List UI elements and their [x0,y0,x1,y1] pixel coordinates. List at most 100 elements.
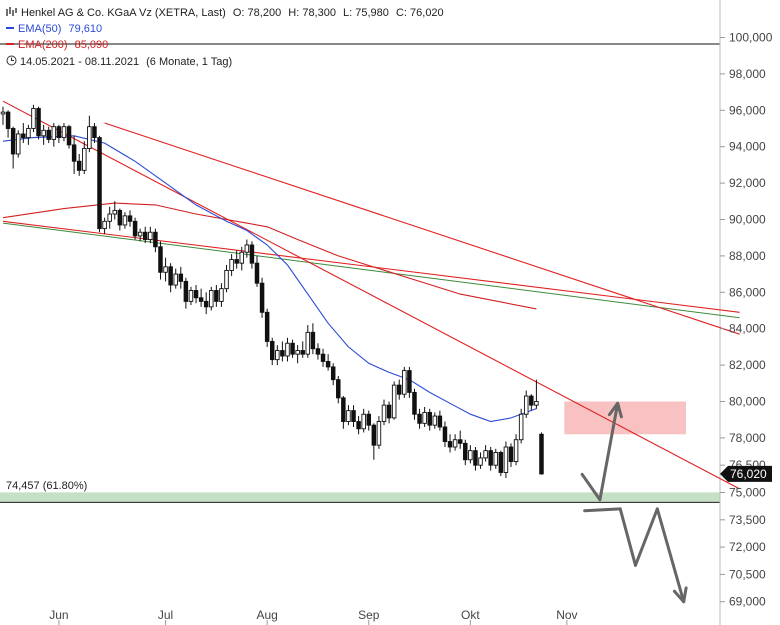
candle [173,268,178,289]
candle-body [15,133,21,155]
candle-body [219,288,224,302]
candle-body [142,231,148,240]
candle [437,410,443,431]
y-tick-label: 80,000 [729,395,766,409]
candle-body [82,148,87,171]
candle-body [330,366,336,381]
candle [427,408,432,431]
candle-body [386,404,392,419]
candle-body [427,411,432,426]
candle-body [493,452,499,466]
candle [330,363,336,386]
candle [127,210,133,227]
candle [422,406,427,427]
candle-body [305,331,311,355]
y-tick-label: 84,000 [729,322,766,336]
candle-body [447,441,453,448]
candle-body [341,397,346,422]
candle [305,325,311,358]
candle-body [523,395,529,415]
legend-ema50: EMA(50) 79,610 [6,23,106,35]
candle [10,126,16,169]
candle [539,432,544,475]
candle [244,239,250,258]
projection-arrow [580,401,688,604]
candle-body [178,273,184,282]
candle-body [463,442,468,461]
candle-body [351,410,356,422]
arrow-segment [633,507,659,567]
x-tick-label: Okt [461,608,480,622]
candle-body [468,450,473,461]
low-value: L: 75,980 [343,7,389,19]
candle-body [376,421,382,446]
y-tick-label: 82,000 [729,358,766,372]
last-price-tag: 76,020 [720,465,772,482]
candle-body [66,126,72,146]
x-tick-label: Nov [556,608,577,622]
candle-body [259,282,265,313]
candle [488,447,493,471]
y-tick-label: 72,000 [729,540,766,554]
y-tick-label: 98,000 [729,67,766,81]
candle [290,339,295,358]
candle [259,277,265,318]
candle [442,421,448,447]
candle [264,308,270,347]
candle-body [285,342,290,357]
candle [447,434,453,453]
candle [285,337,290,362]
ema200-value: 85,090 [74,39,109,51]
candle-body [244,244,250,253]
candle-body [249,244,255,264]
candle-body [203,300,209,308]
period-range: 14.05.2021 - 08.11.2021 [20,56,140,68]
candle [341,396,346,429]
candle-body [183,280,189,302]
y-tick-label: 96,000 [729,103,766,117]
candle [198,288,204,307]
longterm-support-line [2,222,740,319]
candle-body [529,395,534,406]
instrument-name: Henkel AG & Co. KGaA Vz (XETRA, Last) [21,7,226,19]
period-detail: (6 Monate, 1 Tag) [146,56,233,68]
candle [107,206,112,229]
x-tick-label: Jun [49,608,68,622]
x-tick-label: Aug [256,608,277,622]
y-tick-label: 78,000 [729,431,766,445]
candle-body [391,384,397,419]
candle-body [498,452,504,473]
fib-zone [0,492,720,503]
candle [193,285,199,304]
trendline-lower [2,220,740,313]
candle [219,283,224,307]
candle [102,217,107,235]
candle-body [26,128,31,139]
candle [478,452,483,469]
candle [417,408,422,429]
candle [203,292,209,315]
candle-body [224,270,229,290]
candle-body [366,413,372,426]
candle-body [315,348,321,355]
candle-body [269,340,275,361]
candle [325,354,331,371]
candle-body [163,266,168,273]
candle-body [346,410,351,422]
candle [518,408,524,444]
candle [66,124,72,149]
candle-body [148,231,153,240]
candle [356,416,361,435]
candle [381,399,387,426]
last-price-label: 76,020 [730,467,767,481]
candle [21,123,26,144]
candle [76,153,82,176]
candle [483,445,488,462]
candle [407,366,412,398]
candle [87,115,92,153]
candle-body [295,350,300,355]
candle-body [214,290,219,302]
candle-body [127,215,133,222]
candle [315,343,321,360]
